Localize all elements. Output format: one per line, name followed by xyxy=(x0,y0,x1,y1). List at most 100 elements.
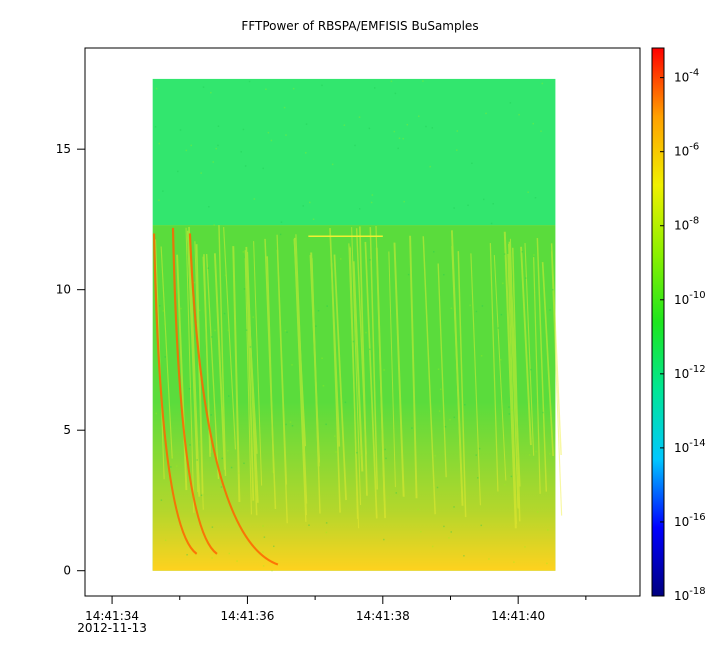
noise-dot xyxy=(384,448,386,451)
noise-dot xyxy=(189,444,191,446)
noise-dot xyxy=(541,82,544,85)
streak xyxy=(493,255,507,481)
chart-title: FFTPower of RBSPA/EMFISIS BuSamples xyxy=(241,19,478,33)
noise-dot xyxy=(289,421,292,423)
noise-dot xyxy=(210,336,213,338)
noise-dot xyxy=(443,525,445,528)
streak xyxy=(309,255,321,463)
streak xyxy=(246,251,258,516)
streak xyxy=(388,251,396,488)
noise-dot xyxy=(475,310,478,313)
streak xyxy=(264,238,277,510)
noise-dot xyxy=(253,198,256,200)
streak xyxy=(176,254,188,491)
noise-dot xyxy=(524,546,526,548)
streak xyxy=(508,243,520,509)
noise-dot xyxy=(213,224,215,226)
noise-dot xyxy=(453,506,455,508)
noise-dot xyxy=(343,124,346,126)
noise-dot xyxy=(390,80,393,83)
noise-dot xyxy=(279,233,282,236)
x-tick-label: 14:41:38 xyxy=(356,609,410,623)
noise-dot xyxy=(530,368,532,371)
noise-dot xyxy=(393,130,396,133)
streak xyxy=(223,227,237,450)
streak xyxy=(295,234,308,504)
noise-dot xyxy=(325,531,328,534)
streak xyxy=(359,226,368,496)
noise-dot xyxy=(406,123,409,126)
y-tick-label: 10 xyxy=(56,283,71,297)
noise-dot xyxy=(228,552,231,555)
noise-dot xyxy=(215,147,218,150)
streak xyxy=(349,247,359,519)
noise-dot xyxy=(325,522,328,524)
noise-dot xyxy=(285,134,287,136)
colorbar-tick-label: 10-16 xyxy=(674,512,706,529)
noise-dot xyxy=(525,277,527,279)
streak xyxy=(451,246,463,485)
noise-dot xyxy=(331,163,334,166)
noise-dot xyxy=(270,139,273,142)
noise-dot xyxy=(227,329,230,332)
noise-dot xyxy=(492,202,494,205)
noise-dot xyxy=(480,355,483,357)
noise-dot xyxy=(249,346,252,348)
streak xyxy=(330,263,341,513)
noise-dot xyxy=(175,465,178,467)
noise-dot xyxy=(485,112,487,115)
noise-dot xyxy=(160,499,163,501)
noise-dot xyxy=(248,80,251,83)
streak xyxy=(311,258,321,514)
noise-dot xyxy=(467,204,469,207)
noise-dot xyxy=(437,368,440,371)
streak xyxy=(520,246,532,446)
noise-dot xyxy=(321,84,323,87)
streak xyxy=(276,234,288,485)
noise-dot xyxy=(436,486,439,489)
noise-dot xyxy=(429,165,431,168)
noise-dot xyxy=(233,436,236,439)
noise-dot xyxy=(214,329,216,332)
streak xyxy=(202,256,212,454)
x-axis: 14:41:34 14:41:36 14:41:38 14:41:40 2012-11-… xyxy=(77,596,587,635)
noise-dot xyxy=(431,127,434,129)
noise-dot xyxy=(438,410,441,412)
streak xyxy=(348,243,360,529)
noise-dot xyxy=(265,88,267,91)
x-tick-label: 14:41:34 xyxy=(85,609,139,623)
noise-dot xyxy=(453,416,456,419)
streak xyxy=(450,230,464,506)
noise-dot xyxy=(456,149,458,151)
streak xyxy=(536,238,548,492)
noise-dot xyxy=(508,406,510,408)
noise-dot xyxy=(432,251,435,253)
noise-dot xyxy=(190,144,193,147)
noise-dot xyxy=(431,545,434,548)
noise-dot xyxy=(162,190,164,192)
noise-dot xyxy=(371,194,374,196)
streak xyxy=(470,253,481,506)
noise-dot xyxy=(198,309,201,312)
noise xyxy=(154,80,554,572)
noise-dot xyxy=(422,80,424,82)
noise-dot xyxy=(272,545,275,548)
streak xyxy=(276,249,288,524)
noise-dot xyxy=(365,331,367,334)
colorbar-bar xyxy=(651,47,665,597)
noise-dot xyxy=(262,525,264,527)
noise-dot xyxy=(200,172,202,174)
noise-dot xyxy=(188,388,191,390)
noise-dot xyxy=(158,199,160,202)
noise-dot xyxy=(407,273,410,276)
noise-dot xyxy=(383,369,385,371)
noise-dot xyxy=(420,530,422,533)
noise-dot xyxy=(527,191,529,193)
noise-dot xyxy=(334,435,336,437)
streak xyxy=(293,238,307,447)
noise-dot xyxy=(179,129,182,131)
noise-dot xyxy=(450,531,452,533)
noise-dot xyxy=(536,511,539,513)
noise-dot xyxy=(480,524,483,527)
